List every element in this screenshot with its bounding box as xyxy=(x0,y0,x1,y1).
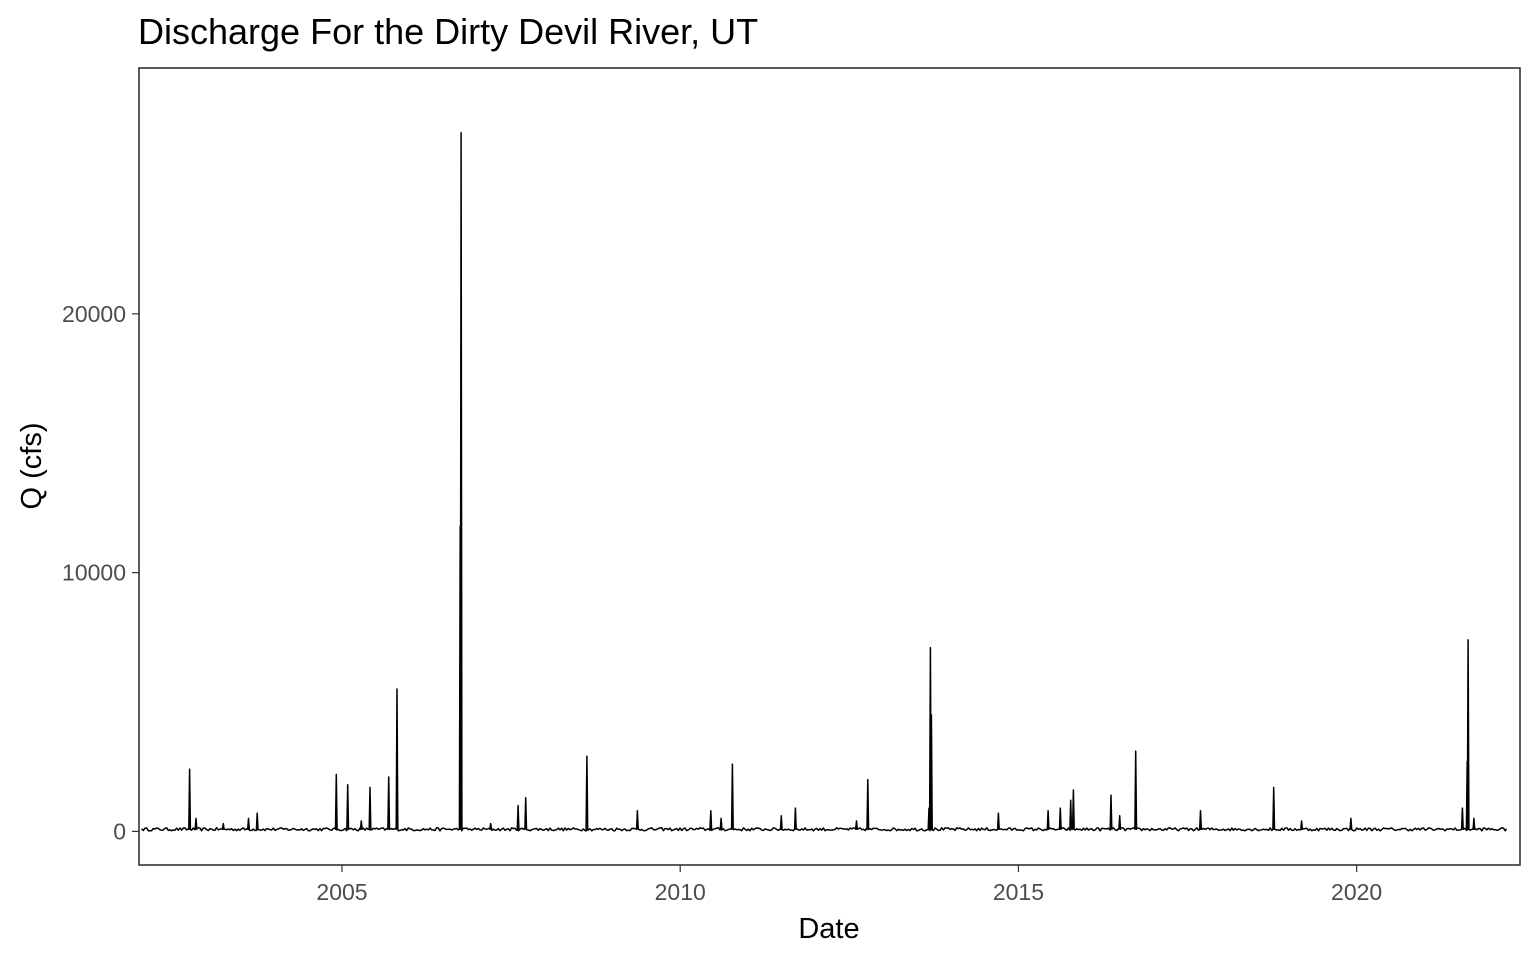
y-tick-label-20000: 20000 xyxy=(62,301,126,327)
y-axis: 0 10000 20000 xyxy=(62,301,139,844)
discharge-series-line xyxy=(141,131,1508,832)
x-tick-label-2005: 2005 xyxy=(316,879,367,905)
x-tick-label-2015: 2015 xyxy=(993,879,1044,905)
x-tick-label-2010: 2010 xyxy=(655,879,706,905)
x-axis: 2005 2010 2015 2020 xyxy=(316,865,1382,905)
plot-panel xyxy=(138,67,1521,866)
x-tick-label-2020: 2020 xyxy=(1331,879,1382,905)
x-axis-title: Date xyxy=(798,913,859,945)
y-tick-label-10000: 10000 xyxy=(62,560,126,586)
y-tick-label-0: 0 xyxy=(113,818,126,844)
y-axis-title: Q (cfs) xyxy=(16,423,48,510)
chart-title: Discharge For the Dirty Devil River, UT xyxy=(138,11,758,52)
